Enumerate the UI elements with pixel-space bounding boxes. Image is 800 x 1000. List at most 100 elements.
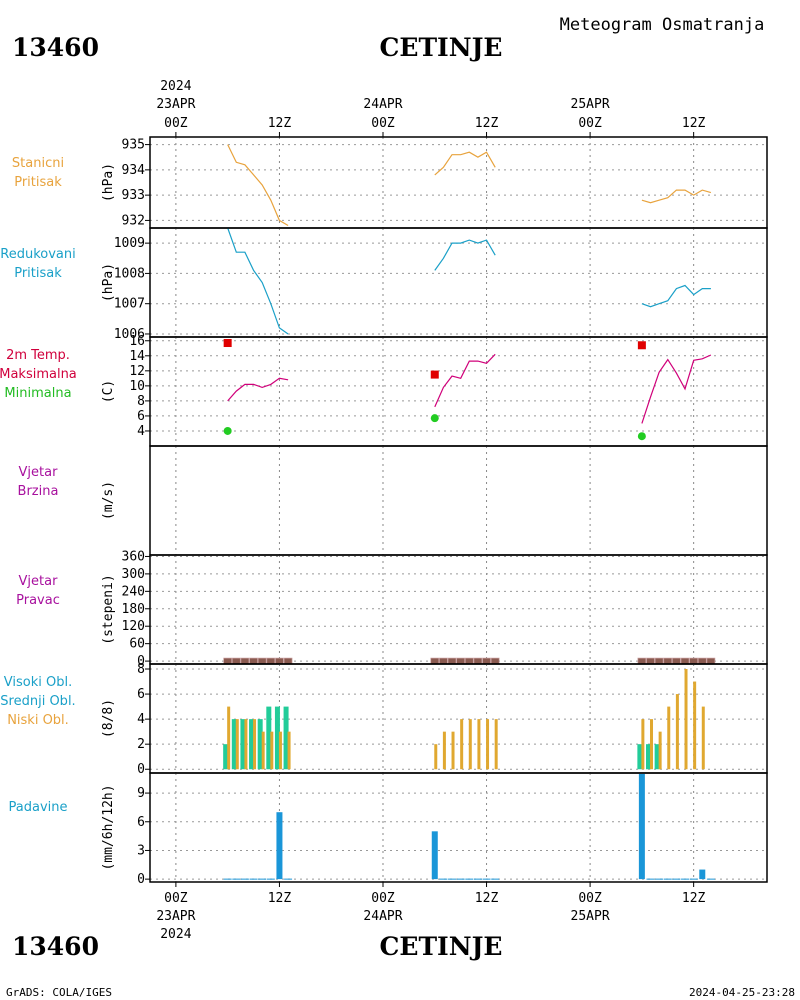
station-pressure-ytick-label: 932 — [122, 213, 145, 228]
temperature-ytick-label: 14 — [129, 349, 145, 364]
cloudiness-ytick-label: 8 — [137, 662, 145, 677]
temperature-line-segment — [434, 353, 496, 408]
cloudiness-bar-low — [287, 731, 291, 770]
cloudiness-bar-low — [693, 681, 697, 770]
reduced-pressure-line-segment — [434, 239, 496, 271]
wind-direction-dir-marker — [706, 657, 716, 665]
cloudiness-bar-mid — [646, 744, 652, 770]
wind-direction-dir-marker — [283, 657, 293, 665]
top-axis-hour: 00Z — [164, 116, 188, 131]
reduced-pressure-frame — [149, 227, 768, 338]
wind-direction-dir-marker — [663, 657, 673, 665]
wind-direction-dir-marker — [473, 657, 483, 665]
wind-direction-dir-marker — [672, 657, 681, 665]
cloudiness-ytick-label: 0 — [137, 762, 145, 777]
wind-direction-dir-marker — [689, 657, 699, 665]
cloudiness-bar-low — [451, 731, 455, 770]
wind-direction-dir-marker — [439, 657, 448, 665]
wind-direction-dir-marker — [456, 657, 466, 665]
temperature-max-marker — [637, 341, 646, 350]
cloudiness-bar-low — [667, 706, 671, 770]
wind-direction-dir-marker — [680, 657, 690, 665]
bottom-axis-hour: 00Z — [371, 891, 395, 906]
station-pressure-ytick-label: 933 — [122, 188, 145, 203]
cloudiness-bar-low — [227, 706, 231, 770]
precipitation-ytick-label: 3 — [137, 843, 145, 858]
top-axis-hour: 00Z — [578, 116, 602, 131]
temperature-ytick-label: 10 — [129, 379, 145, 394]
temperature-min-marker — [430, 414, 439, 423]
temperature-ytick-label: 16 — [129, 334, 145, 349]
cloudiness-bar-low — [278, 731, 282, 770]
wind-direction-ytick-label: 0 — [137, 654, 145, 669]
reduced-pressure-ytick-label: 1006 — [114, 327, 145, 342]
cloudiness-bar-low — [442, 731, 446, 770]
footer-timestamp: 2024-04-25-23:28 — [689, 986, 795, 999]
cloudiness-ytick-label: 2 — [137, 737, 145, 752]
station-pressure-line-segment — [434, 151, 496, 176]
cloudiness-label: Srednji Obl. — [0, 694, 75, 709]
chart-title: Meteogram Osmatranja — [560, 15, 765, 35]
wind-direction-dir-marker — [654, 657, 664, 665]
reduced-pressure-line-segment — [641, 284, 711, 308]
wind-direction-dir-marker — [447, 657, 457, 665]
station-pressure-frame — [149, 136, 768, 229]
wind-direction-ytick-label: 300 — [122, 567, 145, 582]
cloudiness-bar-low — [253, 719, 257, 770]
top-axis-noon: 12Z — [682, 116, 706, 131]
station-pressure-unit-label: (hPa) — [101, 163, 116, 202]
bottom-axis-noon: 12Z — [268, 891, 292, 906]
cloudiness-bar-mid — [249, 719, 255, 770]
bottom-axis-date: 25APR — [571, 909, 610, 924]
bottom-axis-date: 23APR — [156, 909, 195, 924]
cloudiness-bar-mid — [223, 744, 229, 770]
cloudiness-bar-low — [658, 731, 662, 770]
precipitation-unit-label: (mm/6h/12h) — [101, 784, 116, 870]
cloudiness-bar-low — [641, 719, 645, 770]
temperature-min-marker — [223, 426, 232, 435]
precipitation-ytick-label: 9 — [137, 786, 145, 801]
cloudiness-bar-mid — [637, 744, 643, 770]
cloudiness-bar-low — [477, 719, 481, 770]
wind-direction-ytick-label: 120 — [122, 619, 145, 634]
temperature-frame — [149, 336, 768, 447]
plot-area: 932933934935(hPa)StanicniPritisak1006100… — [0, 79, 768, 942]
wind-direction-dir-marker — [464, 657, 474, 665]
wind-direction-dir-marker — [430, 657, 440, 665]
cloudiness-bar-low — [460, 719, 464, 770]
top-axis-hour: 00Z — [371, 116, 395, 131]
wind-direction-frame — [149, 554, 768, 665]
temperature-label: Minimalna — [4, 386, 71, 401]
top-axis-date: 24APR — [363, 97, 402, 112]
wind-direction-label: Pravac — [16, 593, 60, 608]
reduced-pressure-unit-label: (hPa) — [101, 263, 116, 302]
temperature-unit-label: (C) — [101, 380, 116, 403]
wind-direction-unit-label: (stepeni) — [101, 574, 116, 644]
temperature-line-segment — [641, 354, 712, 424]
cloudiness-bar-mid — [654, 744, 660, 770]
reduced-pressure-label: Redukovani — [0, 247, 75, 262]
cloudiness-bar-low — [261, 731, 265, 770]
cloudiness-bar-low — [486, 719, 490, 770]
temperature-ytick-label: 4 — [137, 424, 145, 439]
cloudiness-bar-mid — [257, 719, 263, 770]
reduced-pressure-label: Pritisak — [14, 266, 62, 281]
top-axis-date: 25APR — [571, 97, 610, 112]
top-axis-date: 23APR — [156, 97, 195, 112]
station-pressure-line-segment — [641, 189, 712, 204]
footer-credit: GrADS: COLA/IGES — [6, 986, 112, 999]
reduced-pressure-line-segment — [227, 227, 289, 335]
cloudiness-bar-mid — [266, 706, 272, 770]
bottom-axis-hour: 00Z — [164, 891, 188, 906]
cloudiness-bar-low — [684, 669, 688, 770]
temperature-max-marker — [223, 339, 232, 348]
precipitation-bar — [431, 831, 438, 880]
cloudiness-bar-low — [434, 744, 438, 770]
temperature-ytick-label: 12 — [129, 364, 145, 379]
wind-direction-dir-marker — [223, 657, 233, 665]
reduced-pressure-ytick-label: 1009 — [114, 236, 145, 251]
wind-speed-label: Vjetar — [19, 465, 59, 480]
precipitation-bar — [699, 869, 706, 880]
cloudiness-bar-low — [235, 719, 239, 770]
precipitation-bar — [276, 812, 283, 880]
